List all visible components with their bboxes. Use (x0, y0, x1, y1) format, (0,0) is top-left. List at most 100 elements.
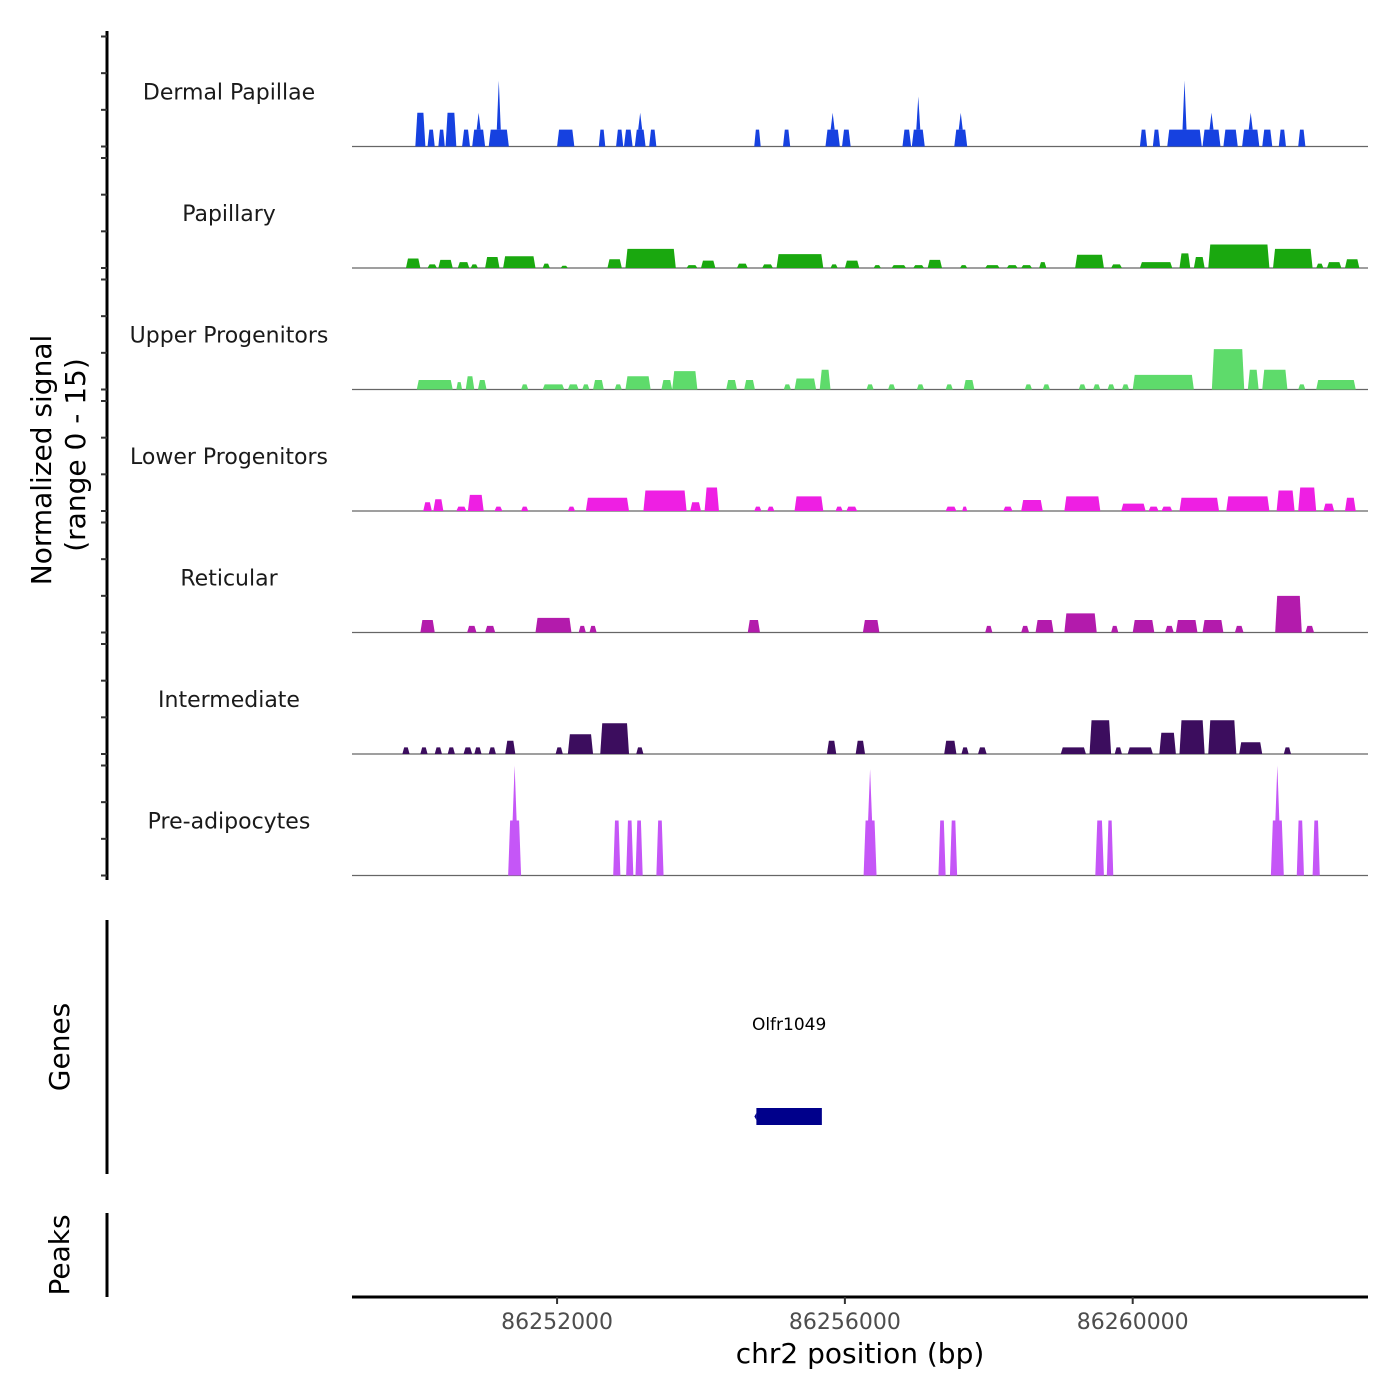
signal-peak (465, 376, 475, 390)
signal-peak (405, 258, 421, 268)
signal-peak (863, 820, 877, 876)
signal-peak (456, 382, 463, 390)
gene-body (756, 1108, 822, 1125)
signal-spike (496, 80, 501, 130)
signal-peak (783, 129, 791, 147)
signal-peak (485, 257, 500, 268)
signal-peak (423, 502, 432, 511)
track-label: Pre-adipocytes (148, 810, 311, 835)
signal-peak (593, 379, 604, 390)
signal-peak (794, 496, 824, 511)
signal-peak (477, 379, 487, 390)
signal-peak (1202, 620, 1224, 633)
y-axis-title: Normalized signal (range 0 - 15) (25, 335, 92, 586)
signal-peak (535, 617, 572, 633)
track-label: Reticular (180, 567, 278, 592)
signal-peak (457, 262, 470, 268)
signal-peak (1326, 262, 1342, 268)
signal-peak (1276, 490, 1295, 511)
signal-peak (485, 625, 496, 633)
signal-peak (1003, 506, 1013, 511)
signal-peak (1242, 129, 1260, 147)
signal-peak (585, 497, 630, 511)
signal-peak (962, 506, 968, 511)
signal-spike (1275, 765, 1280, 821)
signal-peak (427, 264, 437, 268)
signal-peak (557, 129, 575, 147)
signal-peak (762, 264, 773, 268)
signal-peak (434, 747, 442, 754)
signal-peak (1226, 496, 1270, 511)
signal-spike (1182, 80, 1187, 130)
track-label: Lower Progenitors (130, 445, 328, 470)
signal-peak (949, 820, 958, 876)
y-axis-ticks (101, 35, 107, 877)
signal-peak (416, 379, 453, 390)
x-tick-label: 86256000 (789, 1310, 901, 1335)
track-lower-progenitors: Lower Progenitors (130, 445, 1368, 512)
signal-peak (726, 379, 737, 390)
signal-peak (503, 256, 536, 268)
signal-peak (1152, 129, 1161, 147)
signal-peak (1273, 248, 1313, 268)
signal-peak (1111, 625, 1119, 633)
track-dermal-papillae: Dermal Papillae (143, 80, 1368, 148)
coverage-tracks: Dermal Papillae Papillary Upper Progenitor… (130, 80, 1368, 877)
signal-peak (420, 620, 435, 633)
y-axis-title-line1: Normalized signal (25, 335, 58, 586)
signal-peak (445, 112, 457, 147)
signal-peak (560, 265, 568, 268)
signal-peak (462, 129, 471, 147)
signal-peak (656, 820, 664, 876)
signal-peak (1262, 129, 1273, 147)
signal-peak (1208, 244, 1270, 268)
signal-peak (736, 263, 748, 268)
signal-peak (567, 506, 576, 511)
signal-peak (754, 129, 761, 147)
signal-peak (542, 263, 550, 268)
signal-peak (613, 820, 621, 876)
signal-peak (625, 248, 676, 268)
signal-peak (626, 820, 634, 876)
signal-peak (794, 378, 817, 390)
signal-peak (600, 723, 630, 754)
signal-peak (1106, 820, 1114, 876)
signal-peak (747, 620, 760, 633)
track-reticular: Reticular (180, 567, 1368, 634)
track-intermediate: Intermediate (158, 688, 1368, 755)
signal-peak (433, 499, 444, 511)
signal-peak (1270, 820, 1284, 876)
signal-spike (830, 112, 835, 130)
signal-peak (1159, 732, 1176, 754)
signal-peak (944, 740, 957, 754)
signal-peak (1121, 384, 1130, 390)
signal-peak (844, 260, 860, 268)
signal-peak (1132, 620, 1155, 633)
signal-peak (862, 620, 880, 633)
signal-peak (985, 625, 993, 633)
signal-peak (616, 129, 624, 147)
signal-peak (767, 506, 775, 511)
strand-arrow-icon (754, 1113, 757, 1120)
signal-peak (1179, 497, 1220, 511)
signal-peak (938, 820, 946, 876)
signal-peak (961, 747, 969, 754)
signal-peak (614, 384, 622, 390)
signal-peak (474, 747, 482, 754)
signal-peak (1107, 384, 1115, 390)
signal-peak (415, 112, 426, 147)
signal-peak (1344, 259, 1360, 268)
signal-peak (1234, 625, 1244, 633)
signal-peak (1121, 503, 1146, 511)
signal-peak (643, 490, 687, 511)
signal-peak (625, 376, 651, 390)
signal-peak (1024, 384, 1032, 390)
signal-peak (598, 129, 606, 147)
signal-peak (1175, 620, 1198, 633)
signal-peak (456, 506, 467, 511)
signal-spike (916, 96, 921, 130)
signal-peak (542, 384, 565, 390)
signal-spike (476, 112, 481, 130)
y-axis-title-line2: (range 0 - 15) (59, 358, 92, 552)
signal-peak (467, 625, 477, 633)
